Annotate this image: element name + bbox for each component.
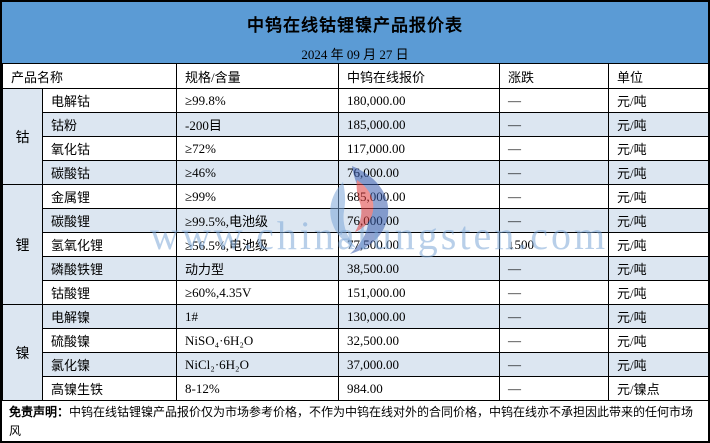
- price-cell: 185,000.00: [338, 112, 501, 137]
- spec-cell: NiCl₂·6H₂O: [176, 352, 340, 377]
- disclaimer-label: 免责声明：: [9, 405, 70, 419]
- spec-cell: 1#: [176, 304, 340, 329]
- report-date: 2024 年 09 月 27 日: [301, 47, 409, 62]
- change-cell: —: [499, 112, 610, 137]
- unit-cell: 元/吨: [608, 328, 708, 353]
- col-header-price: 中钨在线报价: [338, 63, 501, 89]
- spec-cell: ≥99.8%: [176, 88, 340, 113]
- spec-cell: -200目: [176, 112, 340, 137]
- change-cell: —: [499, 352, 610, 377]
- page-title: 中钨在线钴锂镍产品报价表: [247, 16, 463, 35]
- price-cell: 37,000.00: [338, 352, 501, 377]
- spec-cell: 8-12%: [176, 376, 340, 401]
- product-cell: 磷酸铁锂: [41, 256, 178, 281]
- unit-cell: 元/吨: [608, 88, 708, 113]
- price-cell: 76,000.00: [338, 208, 501, 233]
- unit-cell: 元/吨: [608, 136, 708, 161]
- col-header-product: 产品名称: [2, 63, 178, 89]
- price-cell: 38,500.00: [338, 256, 501, 281]
- product-cell: 钴酸锂: [41, 280, 178, 305]
- group-cell-nickel: 镍: [2, 304, 43, 401]
- price-cell: 984.00: [338, 376, 501, 401]
- header-row: 产品名称 规格/含量 中钨在线报价 涨跌 单位: [2, 63, 708, 89]
- table-row: 氢氧化锂 ≥56.5%,电池级 77,500.00 ↓500 元/吨: [3, 232, 708, 257]
- change-cell: —: [499, 256, 610, 281]
- disclaimer: 免责声明：中钨在线钴锂镍产品报价仅为市场参考价格，不作为中钨在线对外的合同价格，…: [2, 401, 708, 441]
- price-cell: 76,000.00: [338, 160, 501, 185]
- product-cell: 电解镍: [41, 304, 178, 329]
- product-cell: 硫酸镍: [41, 328, 178, 353]
- unit-cell: 元/吨: [608, 352, 708, 377]
- spec-cell: ≥60%,4.35V: [176, 280, 340, 305]
- product-cell: 碳酸锂: [41, 208, 178, 233]
- table-row: 镍 电解镍 1# 130,000.00 — 元/吨: [2, 304, 708, 401]
- change-cell: —: [499, 328, 610, 353]
- price-cell: 151,000.00: [338, 280, 501, 305]
- unit-cell: 元/吨: [608, 232, 708, 257]
- product-cell: 金属锂: [41, 184, 178, 209]
- group-cell-cobalt: 钴: [2, 88, 43, 185]
- title-banner: 中钨在线钴锂镍产品报价表 2024 年 09 月 27 日: [2, 2, 708, 63]
- product-cell: 氢氧化锂: [41, 232, 178, 257]
- change-cell: ↓500: [499, 232, 610, 257]
- change-cell: —: [499, 304, 610, 329]
- spec-cell: ≥99%: [176, 184, 340, 209]
- table-row: 氧化钴 ≥72% 117,000.00 — 元/吨: [3, 136, 708, 161]
- unit-cell: 元/吨: [608, 304, 708, 329]
- unit-cell: 元/吨: [608, 160, 708, 185]
- spec-cell: ≥46%: [176, 160, 340, 185]
- unit-cell: 元/吨: [608, 184, 708, 209]
- change-cell: —: [499, 136, 610, 161]
- product-cell: 钴粉: [41, 112, 178, 137]
- group-cell-lithium: 锂: [2, 184, 43, 305]
- table-row: 碳酸钴 ≥46% 76,000.00 — 元/吨: [3, 160, 708, 185]
- table-row: 钴 电解钴 ≥99.8% 180,000.00 — 元/吨: [2, 88, 708, 185]
- col-header-spec: 规格/含量: [176, 63, 340, 89]
- change-cell: —: [499, 376, 610, 401]
- unit-cell: 元/吨: [608, 208, 708, 233]
- table-row: 硫酸镍 NiSO₄·6H₂O 32,500.00 — 元/吨: [3, 328, 708, 353]
- product-cell: 电解钴: [41, 88, 178, 113]
- table-row: 高镍生铁 8-12% 984.00 — 元/镍点: [3, 376, 708, 401]
- product-cell: 氧化钴: [41, 136, 178, 161]
- change-cell: —: [499, 208, 610, 233]
- spec-cell: ≥99.5%,电池级: [176, 208, 340, 233]
- price-cell: 77,500.00: [338, 232, 501, 257]
- price-table: 产品名称 规格/含量 中钨在线报价 涨跌 单位 钴 电解钴 ≥99.8% 180…: [2, 63, 708, 401]
- price-cell: 180,000.00: [338, 88, 501, 113]
- unit-cell: 元/镍点: [608, 376, 708, 401]
- change-cell: —: [499, 184, 610, 209]
- table-row: 磷酸铁锂 动力型 38,500.00 — 元/吨: [3, 256, 708, 281]
- unit-cell: 元/吨: [608, 256, 708, 281]
- change-cell: —: [499, 160, 610, 185]
- spec-cell: ≥72%: [176, 136, 340, 161]
- unit-cell: 元/吨: [608, 280, 708, 305]
- table-row: 碳酸锂 ≥99.5%,电池级 76,000.00 — 元/吨: [3, 208, 708, 233]
- table-row: 锂 金属锂 ≥99% 685,000.00 — 元/吨: [2, 184, 708, 305]
- product-cell: 氯化镍: [41, 352, 178, 377]
- spec-cell: ≥56.5%,电池级: [176, 232, 340, 257]
- col-header-change: 涨跌: [499, 63, 610, 89]
- disclaimer-line-1: 免责声明：中钨在线钴锂镍产品报价仅为市场参考价格，不作为中钨在线对外的合同价格，…: [9, 405, 694, 438]
- unit-cell: 元/吨: [608, 112, 708, 137]
- table-row: 钴酸锂 ≥60%,4.35V 151,000.00 — 元/吨: [3, 280, 708, 305]
- col-header-unit: 单位: [608, 63, 708, 89]
- table-row: 钴粉 -200目 185,000.00 — 元/吨: [3, 112, 708, 137]
- price-cell: 685,000.00: [338, 184, 501, 209]
- price-cell: 117,000.00: [338, 136, 501, 161]
- spec-cell: NiSO₄·6H₂O: [176, 328, 340, 353]
- change-cell: —: [499, 280, 610, 305]
- spec-cell: 动力型: [176, 256, 340, 281]
- product-cell: 碳酸钴: [41, 160, 178, 185]
- price-cell: 130,000.00: [338, 304, 501, 329]
- change-cell: —: [499, 88, 610, 113]
- price-cell: 32,500.00: [338, 328, 501, 353]
- table-row: 氯化镍 NiCl₂·6H₂O 37,000.00 — 元/吨: [3, 352, 708, 377]
- product-cell: 高镍生铁: [41, 376, 178, 401]
